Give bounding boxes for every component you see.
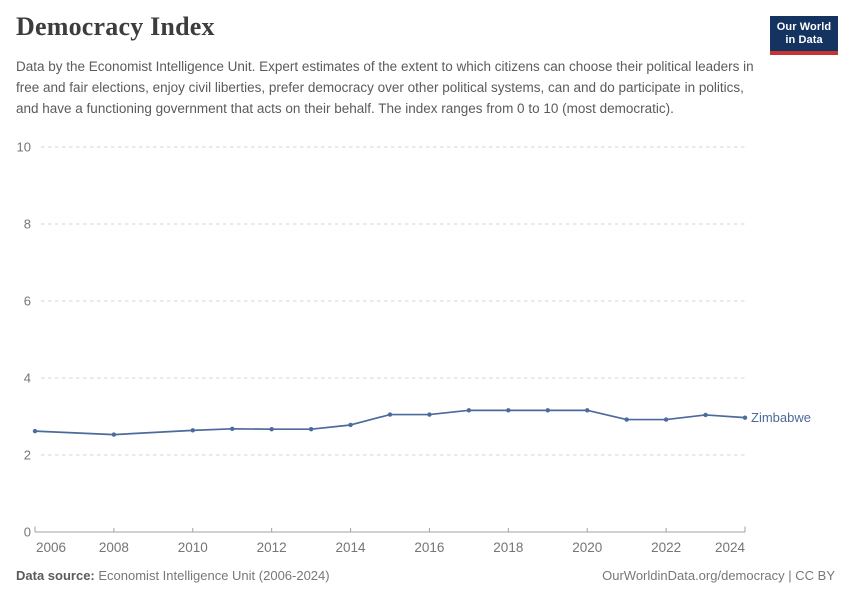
x-tick-label: 2016 — [414, 540, 444, 555]
series-end-label[interactable]: Zimbabwe — [751, 410, 811, 425]
owid-logo[interactable]: Our World in Data — [770, 16, 838, 55]
data-point[interactable] — [506, 408, 511, 413]
data-point[interactable] — [387, 412, 393, 417]
x-tick-label: 2022 — [651, 540, 681, 555]
x-tick-label: 2018 — [493, 540, 523, 555]
x-tick-label: 2020 — [572, 540, 602, 555]
credit-link[interactable]: OurWorldinData.org/democracy | CC BY — [602, 568, 835, 583]
data-point[interactable] — [742, 415, 748, 420]
page-title: Democracy Index — [16, 12, 215, 41]
y-tick-label: 10 — [17, 140, 31, 155]
data-point[interactable] — [663, 417, 669, 422]
data-point[interactable] — [32, 428, 38, 434]
data-point[interactable] — [269, 427, 274, 432]
y-tick-label: 6 — [24, 294, 31, 309]
data-source-label: Data source: — [16, 568, 95, 583]
data-point[interactable] — [308, 427, 314, 432]
data-point[interactable] — [190, 428, 195, 433]
x-tick-label: 2012 — [257, 540, 287, 555]
x-tick-label: 2024 — [715, 540, 746, 555]
data-point[interactable] — [348, 422, 353, 428]
data-source: Data source: Economist Intelligence Unit… — [16, 568, 330, 583]
y-tick-label: 2 — [24, 448, 31, 463]
data-point[interactable] — [466, 408, 472, 413]
data-point[interactable] — [624, 417, 629, 422]
y-tick-label: 0 — [24, 525, 31, 540]
owid-logo-text-line2: in Data — [785, 34, 823, 46]
x-tick-label: 2006 — [36, 540, 66, 555]
x-tick-label: 2008 — [99, 540, 129, 555]
x-tick-label: 2014 — [336, 540, 367, 555]
data-point[interactable] — [545, 408, 550, 413]
data-point[interactable] — [427, 412, 432, 417]
chart-footer: Data source: Economist Intelligence Unit… — [16, 568, 835, 583]
data-point[interactable] — [585, 408, 590, 413]
y-tick-label: 4 — [24, 371, 31, 386]
data-point[interactable] — [703, 412, 708, 418]
y-tick-label: 8 — [24, 217, 31, 232]
chart-subtitle: Data by the Economist Intelligence Unit.… — [16, 59, 754, 116]
data-point[interactable] — [111, 432, 117, 437]
x-tick-label: 2010 — [178, 540, 208, 555]
data-source-value: Economist Intelligence Unit (2006-2024) — [94, 568, 330, 583]
owid-logo-text-line1: Our World — [776, 21, 832, 33]
data-point[interactable] — [230, 426, 235, 432]
